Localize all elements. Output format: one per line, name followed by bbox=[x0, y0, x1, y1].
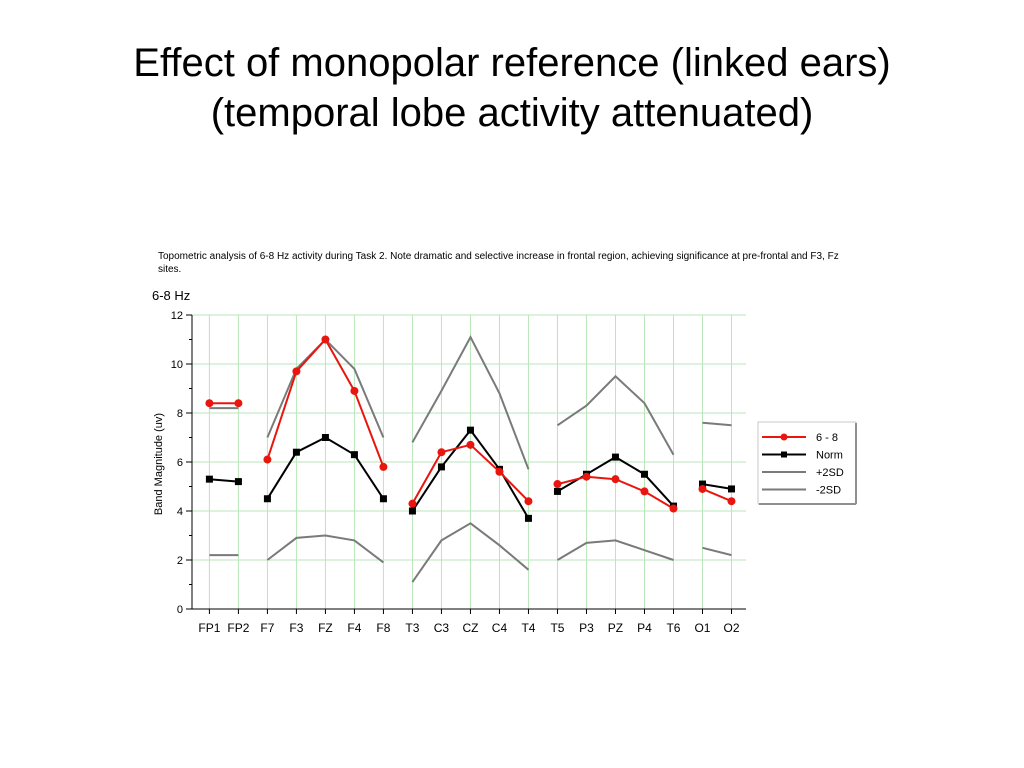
legend-label: +2SD bbox=[816, 467, 844, 479]
data-point bbox=[263, 495, 271, 503]
data-point bbox=[582, 472, 591, 481]
data-point bbox=[727, 497, 736, 506]
legend-label: Norm bbox=[816, 450, 843, 462]
slide-title-line2: (temporal lobe activity attenuated) bbox=[210, 91, 814, 135]
x-tick-label: F8 bbox=[376, 621, 390, 635]
data-point bbox=[205, 475, 213, 483]
x-tick-label: F7 bbox=[260, 621, 274, 635]
y-axis-label: Band Magnitude (uv) bbox=[153, 413, 165, 515]
data-point bbox=[669, 504, 678, 513]
data-point bbox=[640, 470, 648, 478]
series-lines bbox=[205, 334, 736, 583]
y-tick-label: 12 bbox=[171, 310, 183, 322]
data-point bbox=[495, 467, 504, 476]
x-tick-label: F3 bbox=[289, 621, 303, 635]
axes: 0 2 4 6 8 10 12 FP1 FP2 F7 F3 FZ F4 F8 T3 C3 CZ C4 T4 T5 P3 P… bbox=[171, 310, 746, 635]
data-point bbox=[234, 478, 242, 486]
data-point bbox=[350, 386, 359, 395]
data-point bbox=[437, 463, 445, 471]
data-point bbox=[727, 485, 735, 493]
series-line-segment bbox=[266, 534, 385, 564]
slide-title-line1: Effect of monopolar reference (linked ea… bbox=[133, 41, 891, 85]
data-point bbox=[466, 440, 475, 449]
legend-marker bbox=[780, 433, 788, 441]
data-point bbox=[553, 480, 562, 489]
data-point bbox=[205, 399, 214, 408]
x-tick-label: P3 bbox=[579, 621, 594, 635]
legend-label: -2SD bbox=[816, 485, 841, 497]
x-tick-label: T4 bbox=[521, 621, 535, 635]
data-point bbox=[611, 475, 620, 484]
x-tick-label: T5 bbox=[550, 621, 564, 635]
y-tick-label: 4 bbox=[177, 506, 183, 518]
x-tick-label: FP2 bbox=[227, 621, 249, 635]
series-line-segment bbox=[556, 374, 675, 456]
data-point bbox=[408, 499, 417, 508]
data-point bbox=[321, 434, 329, 441]
legend-label: 6 - 8 bbox=[816, 432, 838, 444]
data-point bbox=[263, 455, 272, 464]
data-point bbox=[524, 514, 532, 522]
data-point bbox=[234, 399, 243, 408]
x-tick-label: T3 bbox=[405, 621, 419, 635]
x-tick-label: CZ bbox=[462, 621, 478, 635]
legend: 6 - 8 Norm +2SD -2SD bbox=[757, 421, 857, 505]
data-point bbox=[292, 448, 300, 456]
data-point bbox=[321, 335, 330, 344]
legend-box bbox=[757, 421, 857, 505]
y-tick-label: 8 bbox=[177, 408, 183, 420]
x-tick-label: C3 bbox=[434, 621, 450, 635]
chart-caption: Topometric analysis of 6-8 Hz activity d… bbox=[158, 251, 839, 275]
data-point bbox=[292, 367, 301, 376]
series-line-segment bbox=[702, 546, 732, 557]
series-line-segment bbox=[702, 487, 732, 503]
y-tick-label: 0 bbox=[177, 604, 183, 616]
x-tick-label: C4 bbox=[492, 621, 508, 635]
x-tick-label: T6 bbox=[666, 621, 680, 635]
y-tick-label: 6 bbox=[177, 457, 183, 469]
line-chart: 6-8 Hz Band Magnitude (uv) 0 2 4 6 8 10 12 FP1 F… bbox=[152, 288, 857, 635]
data-point bbox=[379, 495, 387, 503]
series-6-8 bbox=[205, 335, 736, 513]
data-point bbox=[524, 497, 533, 506]
x-tick-label: O1 bbox=[694, 621, 710, 635]
legend-marker bbox=[781, 451, 787, 458]
series-line-segment bbox=[556, 539, 674, 561]
series-line-segment bbox=[411, 522, 530, 583]
series-line-segment bbox=[411, 334, 530, 470]
x-tick-label: FZ bbox=[318, 621, 333, 635]
x-tick-label: O2 bbox=[723, 621, 739, 635]
data-point bbox=[466, 426, 474, 434]
y-tick-label: 10 bbox=[171, 359, 183, 371]
data-point bbox=[437, 448, 446, 457]
chart-title: 6-8 Hz bbox=[152, 288, 190, 303]
data-point bbox=[553, 487, 561, 495]
data-point bbox=[408, 507, 416, 515]
chart-figure: Topometric analysis of 6-8 Hz activity d… bbox=[146, 243, 858, 653]
x-tick-label: PZ bbox=[608, 621, 623, 635]
y-tick-label: 2 bbox=[177, 555, 183, 567]
data-point bbox=[379, 462, 388, 471]
series--2sd bbox=[209, 522, 732, 583]
series-line-segment bbox=[702, 483, 732, 490]
data-point bbox=[698, 480, 706, 488]
x-tick-label: FP1 bbox=[198, 621, 220, 635]
data-point bbox=[698, 484, 707, 493]
slide-title: Effect of monopolar reference (linked ea… bbox=[0, 38, 1024, 138]
data-point bbox=[350, 451, 358, 459]
x-tick-label: P4 bbox=[637, 621, 652, 635]
grid bbox=[192, 314, 746, 609]
data-point bbox=[640, 487, 649, 496]
x-tick-label: F4 bbox=[347, 621, 361, 635]
series-line-segment bbox=[702, 421, 732, 427]
series--2sd bbox=[209, 334, 732, 470]
series-line-segment bbox=[209, 478, 239, 483]
data-point bbox=[611, 453, 619, 461]
